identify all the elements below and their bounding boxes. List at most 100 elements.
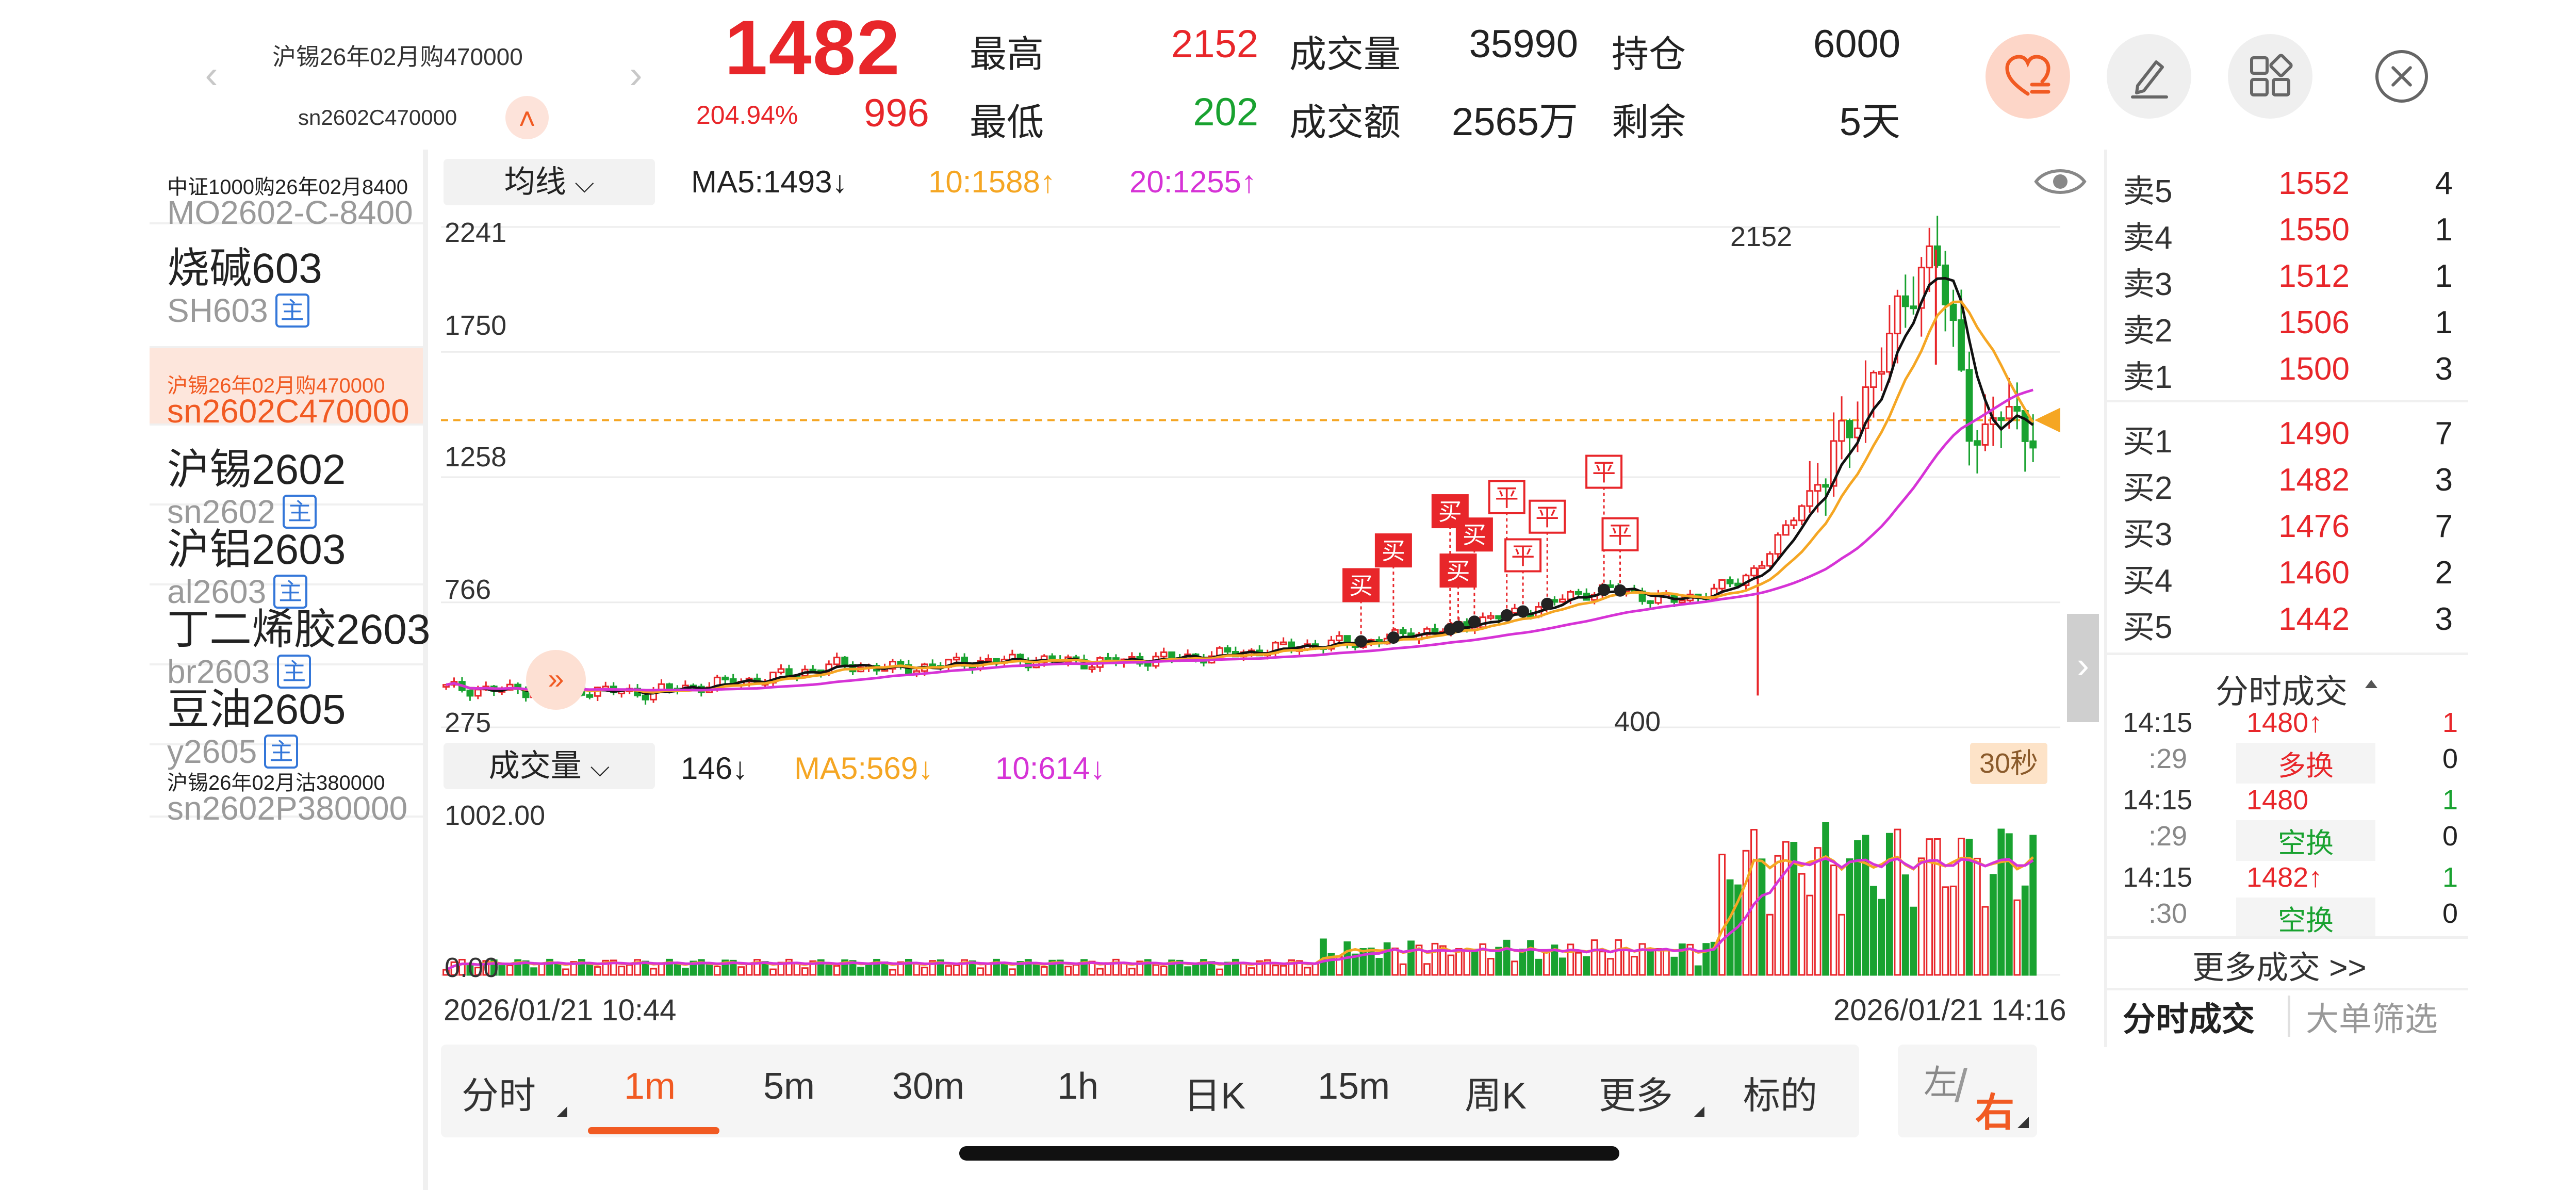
next-instrument-icon[interactable]: › xyxy=(629,53,643,96)
bid-row[interactable]: 买5 1442 3 xyxy=(2123,601,2453,647)
trade-marker-box[interactable] xyxy=(1529,499,1566,534)
volume-bar xyxy=(1790,842,1798,976)
candle-body xyxy=(1814,484,1822,492)
candle-body xyxy=(841,657,849,666)
volume-bar xyxy=(1136,960,1144,976)
trade-marker-box[interactable] xyxy=(1504,538,1542,573)
period-badge[interactable]: 30秒 xyxy=(1970,743,2047,784)
trade-marker-label: 买 xyxy=(1463,521,1486,549)
turnover-label: 成交额 xyxy=(1289,102,1401,143)
trade-marker-box[interactable] xyxy=(1455,517,1493,552)
volume-bar xyxy=(682,968,689,976)
candle-body xyxy=(2029,440,2037,449)
chevron-up-icon[interactable]: ˄ xyxy=(505,96,549,139)
bid-price: 1476 xyxy=(2278,509,2350,544)
watchlist-button[interactable] xyxy=(1986,34,2070,119)
tab-big-order-filter[interactable]: 大单筛选 xyxy=(2306,1001,2438,1038)
volume-bar xyxy=(1072,964,1080,976)
heart-list-icon xyxy=(2005,55,2050,96)
tab-4[interactable]: 1h xyxy=(1057,1066,1099,1107)
ask-row[interactable]: 卖2 1506 1 xyxy=(2123,304,2453,351)
candle-body xyxy=(1965,369,1973,442)
sidebar-item[interactable]: 中证1000购26年02月8400 MO2602-C-8400 xyxy=(150,150,423,231)
close-button[interactable] xyxy=(2359,34,2444,119)
volume-bar xyxy=(1606,958,1614,976)
sidebar-item[interactable]: 沪锡2602 sn2602 主 xyxy=(150,426,423,530)
tab-7[interactable]: 周K xyxy=(1465,1075,1527,1117)
sidebar-item[interactable]: 烧碱603 SH603 主 xyxy=(150,224,423,348)
volume-bar xyxy=(857,967,864,976)
volume-bar xyxy=(1822,822,1830,976)
sidebar-item[interactable]: 沪铝2603 al2603 主 xyxy=(150,506,423,610)
candle-body xyxy=(1958,319,1965,371)
volume-dropdown[interactable]: 成交量 ⌵ xyxy=(444,743,655,789)
candle-body xyxy=(1910,305,1917,309)
trade-marker-box[interactable] xyxy=(1585,454,1623,489)
ask-row[interactable]: 卖1 1500 3 xyxy=(2123,351,2453,397)
candle-body xyxy=(1870,371,1877,388)
tab-time-trades[interactable]: 分时成交 xyxy=(2123,1001,2255,1038)
edit-button[interactable] xyxy=(2107,34,2191,119)
tab-6[interactable]: 15m xyxy=(1318,1066,1390,1107)
ask-row[interactable]: 卖4 1550 1 xyxy=(2123,211,2453,258)
tab-0[interactable]: 分时 xyxy=(462,1075,536,1117)
tab-5[interactable]: 日K xyxy=(1184,1075,1246,1117)
eye-icon[interactable] xyxy=(2032,161,2089,202)
volume-bar xyxy=(1558,957,1566,976)
sidebar-item[interactable]: 豆油2605 y2605 主 xyxy=(150,665,423,770)
prev-instrument-icon[interactable]: ‹ xyxy=(205,53,218,96)
ask-price: 1512 xyxy=(2278,258,2350,294)
ask-qty: 4 xyxy=(2435,166,2453,201)
trade-marker-box[interactable] xyxy=(1439,553,1477,588)
sidebar-item-name: 沪锡2602 xyxy=(167,446,346,493)
volume-bar xyxy=(538,963,546,976)
volume-bar xyxy=(1439,945,1447,976)
volume-bar xyxy=(1989,874,1997,976)
caret-up-icon[interactable] xyxy=(2365,680,2377,688)
sidebar-item[interactable]: 沪锡26年02月沽380000 sn2602P380000 xyxy=(150,745,423,827)
collapse-chart-button[interactable]: › xyxy=(2067,614,2099,722)
sidebar-item[interactable]: 沪锡26年02月购470000 sn2602C470000 xyxy=(150,348,423,430)
volume-bar xyxy=(602,959,610,976)
tab-8[interactable]: 更多 xyxy=(1599,1075,1673,1117)
low-value: 202 xyxy=(1193,90,1258,134)
bid-row[interactable]: 买1 1490 7 xyxy=(2123,415,2453,462)
volume-bar xyxy=(1694,965,1702,976)
trade-marker-box[interactable] xyxy=(1488,480,1525,514)
home-indicator[interactable] xyxy=(959,1146,1619,1161)
sidebar-item-name: 沪锡26年02月沽380000 xyxy=(167,772,385,794)
volume-bar xyxy=(1431,942,1439,976)
ma-dropdown[interactable]: 均线 ⌵ xyxy=(444,159,655,205)
bid-row[interactable]: 买3 1476 7 xyxy=(2123,508,2453,555)
volume-bar xyxy=(1383,942,1391,976)
volume-chart[interactable] xyxy=(441,794,2104,990)
volume-bar xyxy=(833,965,841,976)
bid-row[interactable]: 买4 1460 2 xyxy=(2123,555,2453,601)
trade-marker-box[interactable] xyxy=(1601,517,1639,551)
main-contract-badge: 主 xyxy=(264,735,299,769)
tab-3[interactable]: 30m xyxy=(892,1066,965,1107)
tab-1[interactable]: 1m xyxy=(624,1066,676,1107)
layout-button[interactable] xyxy=(2228,34,2312,119)
sidebar-item[interactable]: 丁二烯胶2603 br2603 主 xyxy=(150,585,430,690)
volume-bar xyxy=(849,960,857,976)
volume-bar xyxy=(1590,939,1598,976)
price-axis-label: 2241 xyxy=(445,217,507,248)
trade-marker-box[interactable] xyxy=(1342,568,1380,602)
bid-row[interactable]: 买2 1482 3 xyxy=(2123,462,2453,508)
left-right-toggle[interactable]: 左 / 右 xyxy=(1898,1045,2037,1137)
ask-row[interactable]: 卖3 1512 1 xyxy=(2123,258,2453,304)
volume-bar xyxy=(825,965,833,976)
trade-row: 14:15:30 1482↑ 1 空换 0 xyxy=(2123,861,2458,939)
trade-marker-box[interactable] xyxy=(1374,533,1412,568)
jump-latest-button[interactable]: » xyxy=(526,650,586,710)
tab-2[interactable]: 5m xyxy=(763,1066,815,1107)
more-trades-link[interactable]: 更多成交 >> xyxy=(2192,950,2367,986)
volume-bar xyxy=(474,967,482,976)
volume-bar xyxy=(626,964,633,976)
sidebar-item-code-text: MO2602-C-8400 xyxy=(167,194,413,231)
ask-row[interactable]: 卖5 1552 4 xyxy=(2123,165,2453,211)
volume-bar xyxy=(1942,886,1949,976)
tab-9[interactable]: 标的 xyxy=(1743,1075,1818,1117)
